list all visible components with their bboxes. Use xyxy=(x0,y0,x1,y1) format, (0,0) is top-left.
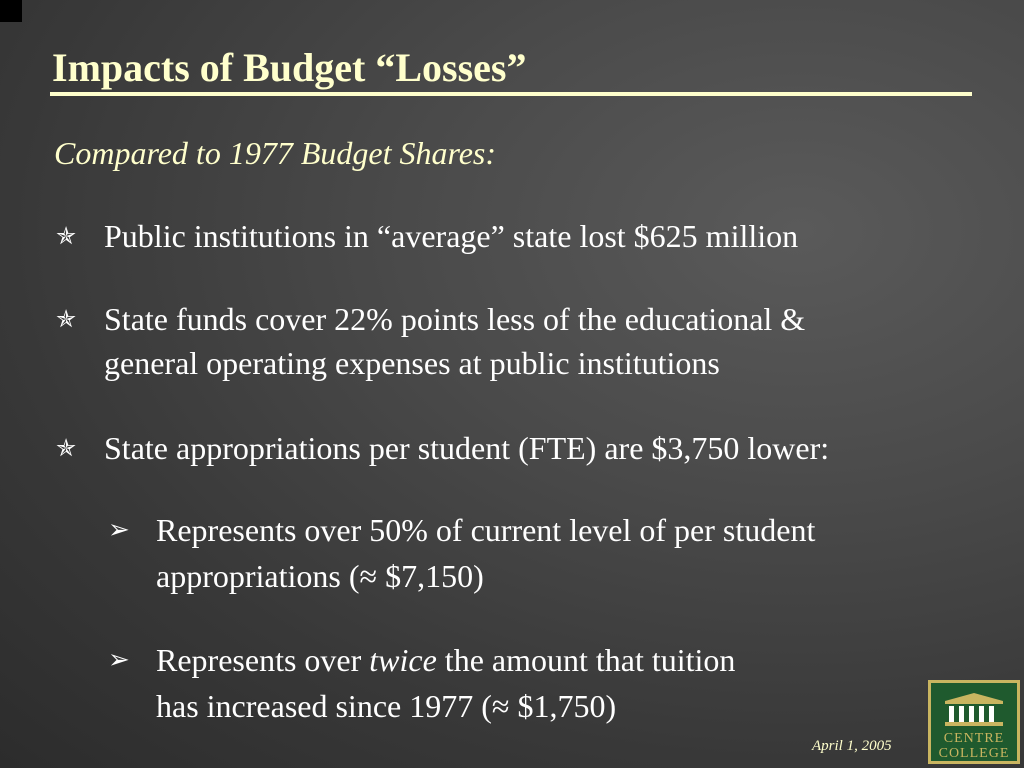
sub-bullet-text: has increased since 1977 (≈ $1,750) xyxy=(156,688,617,724)
bullet-text: Public institutions in “average” state l… xyxy=(104,218,799,254)
sub-bullet-text: Represents over twice the amount that tu… xyxy=(156,638,735,682)
bullet-text: State appropriations per student (FTE) a… xyxy=(104,430,830,466)
emphasis-text: twice xyxy=(369,642,437,678)
sub-bullet-text-part: Represents over xyxy=(156,642,370,678)
arrow-bullet-icon: ➢ xyxy=(108,515,130,545)
sub-bullet-text: Represents over 50% of current level of … xyxy=(156,512,816,548)
slide-title: Impacts of Budget “Losses” xyxy=(52,45,527,90)
slide-subtitle: Compared to 1977 Budget Shares: xyxy=(54,135,497,171)
logo-text-line2: COLLEGE xyxy=(938,746,1010,761)
sub-bullet-text: appropriations (≈ $7,150) xyxy=(156,558,484,594)
title-underline xyxy=(50,92,972,96)
star-bullet-icon: ✯ xyxy=(56,305,77,333)
arrow-bullet-icon: ➢ xyxy=(108,645,130,675)
sub-bullet-text-part: the amount that tuition xyxy=(436,642,736,678)
building-icon xyxy=(945,693,1003,726)
bullet-text: general operating expenses at public ins… xyxy=(104,345,720,381)
bullet-text: State funds cover 22% points less of the… xyxy=(104,301,806,337)
star-bullet-icon: ✯ xyxy=(56,434,77,462)
logo-text-line1: CENTRE xyxy=(943,731,1005,746)
centre-college-logo: CENTRE COLLEGE xyxy=(928,680,1020,764)
star-bullet-icon: ✯ xyxy=(56,222,77,250)
corner-mark xyxy=(0,0,22,22)
slide-date: April 1, 2005 xyxy=(812,738,892,754)
